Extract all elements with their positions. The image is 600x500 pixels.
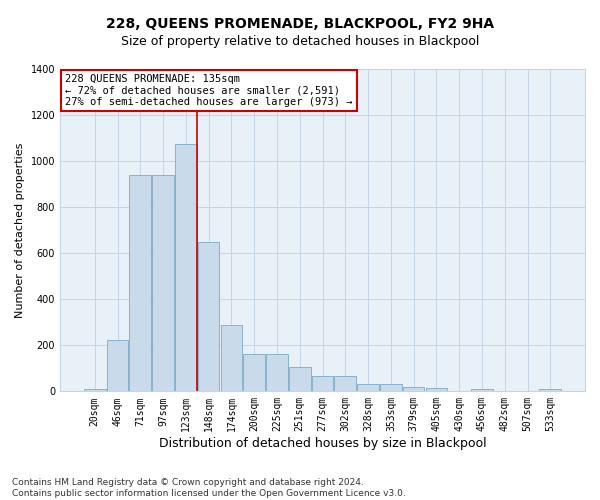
Bar xyxy=(357,384,379,392)
Text: 228, QUEENS PROMENADE, BLACKPOOL, FY2 9HA: 228, QUEENS PROMENADE, BLACKPOOL, FY2 9H… xyxy=(106,18,494,32)
Text: Size of property relative to detached houses in Blackpool: Size of property relative to detached ho… xyxy=(121,35,479,48)
Bar xyxy=(84,389,106,392)
Bar xyxy=(152,175,174,392)
Bar xyxy=(107,340,128,392)
Text: Contains HM Land Registry data © Crown copyright and database right 2024.
Contai: Contains HM Land Registry data © Crown c… xyxy=(12,478,406,498)
Bar xyxy=(312,376,334,392)
Bar xyxy=(244,354,265,392)
X-axis label: Distribution of detached houses by size in Blackpool: Distribution of detached houses by size … xyxy=(159,437,487,450)
Bar xyxy=(334,376,356,392)
Bar xyxy=(175,144,197,392)
Bar xyxy=(425,388,447,392)
Bar xyxy=(471,389,493,392)
Bar xyxy=(266,354,288,392)
Bar xyxy=(380,384,401,392)
Bar xyxy=(221,324,242,392)
Bar xyxy=(403,386,424,392)
Text: 228 QUEENS PROMENADE: 135sqm
← 72% of detached houses are smaller (2,591)
27% of: 228 QUEENS PROMENADE: 135sqm ← 72% of de… xyxy=(65,74,353,107)
Bar xyxy=(198,242,220,392)
Y-axis label: Number of detached properties: Number of detached properties xyxy=(15,142,25,318)
Bar xyxy=(289,367,311,392)
Bar xyxy=(130,175,151,392)
Bar xyxy=(539,389,561,392)
